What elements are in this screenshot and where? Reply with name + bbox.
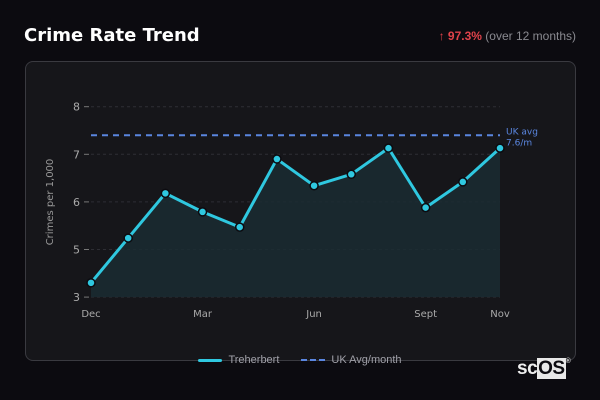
- change-value: 97.3%: [447, 29, 482, 43]
- data-point: [309, 180, 319, 191]
- y-tick-label: 7: [73, 148, 80, 161]
- legend-item-series[interactable]: Treherbert: [198, 354, 279, 366]
- uk-avg-label: UK avg: [506, 127, 538, 137]
- x-tick-label: Sept: [414, 309, 437, 320]
- data-point: [420, 202, 431, 213]
- data-point: [197, 207, 208, 217]
- x-tick-label: Dec: [81, 309, 100, 320]
- data-point: [234, 222, 245, 232]
- change-note: (over 12 months): [485, 29, 576, 43]
- scos-logo: scOS®: [517, 358, 571, 379]
- data-point: [123, 233, 133, 243]
- legend-label: UK Avg/month: [331, 354, 402, 366]
- x-tick-label: Mar: [193, 309, 213, 320]
- data-point: [495, 143, 505, 153]
- legend-label: Treherbert: [228, 354, 280, 366]
- x-tick-label: Jun: [305, 309, 322, 320]
- data-point: [458, 177, 468, 187]
- solid-line-swatch-icon: [198, 358, 223, 362]
- up-arrow-icon: ↑: [438, 29, 445, 43]
- y-tick-label: 3: [73, 291, 80, 304]
- y-tick-label: 5: [73, 244, 80, 257]
- y-tick-label: 8: [73, 101, 80, 114]
- data-point: [160, 188, 171, 199]
- area-fill: [91, 148, 500, 298]
- y-axis-label: Crimes per 1,000: [45, 159, 56, 246]
- series-line: [89, 146, 502, 284]
- data-point: [272, 154, 282, 164]
- change-summary: ↑ 97.3% (over 12 months): [439, 29, 576, 43]
- x-tick-label: Nov: [490, 309, 510, 320]
- uk-avg-value-label: 7.6/m: [506, 138, 532, 148]
- legend-item-avg[interactable]: UK Avg/month: [301, 354, 402, 366]
- chart-title: Crime Rate Trend: [24, 25, 200, 46]
- y-tick-label: 6: [73, 196, 80, 209]
- data-point: [86, 278, 96, 288]
- legend: Treherbert UK Avg/month: [0, 354, 600, 366]
- dashed-line-swatch-icon: [301, 359, 326, 361]
- data-point: [383, 143, 394, 153]
- data-point: [346, 169, 357, 180]
